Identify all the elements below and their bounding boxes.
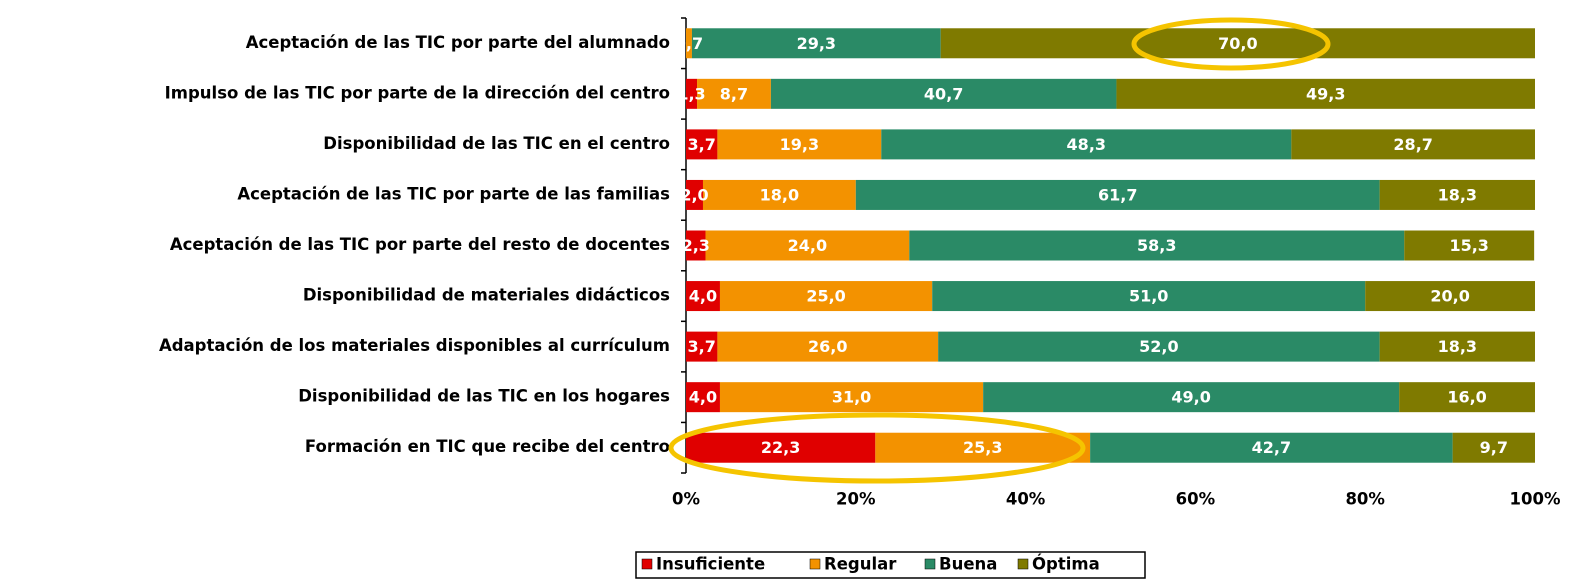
category-label: Impulso de las TIC por parte de la direc… — [165, 83, 670, 102]
value-label: 29,3 — [797, 34, 836, 53]
value-label: 58,3 — [1137, 236, 1176, 255]
plot — [681, 17, 1535, 474]
bar-segment — [855, 179, 1380, 210]
value-label: 9,7 — [1480, 438, 1508, 457]
value-label: 51,0 — [1129, 287, 1168, 306]
bar-segment — [1379, 179, 1535, 210]
bar-segment — [983, 382, 1400, 413]
legend-swatch — [641, 558, 653, 570]
category-label: Aceptación de las TIC por parte de las f… — [237, 184, 670, 203]
value-label: 25,0 — [806, 287, 845, 306]
bar-segment — [932, 281, 1366, 312]
bar-segment — [691, 28, 941, 59]
bar-segment — [686, 129, 718, 160]
value-label: 18,3 — [1438, 185, 1477, 204]
x-tick-label: 0% — [672, 490, 700, 509]
value-label: 26,0 — [808, 337, 847, 356]
category-label: Formación en TIC que recibe del centro — [305, 437, 670, 456]
bar-segment — [686, 432, 876, 463]
value-label: 22,3 — [761, 438, 800, 457]
bar-segment — [717, 331, 939, 362]
bar-segment — [686, 230, 706, 261]
value-label: 15,3 — [1449, 236, 1488, 255]
bar-segment — [717, 129, 882, 160]
x-tick-label: 60% — [1176, 490, 1216, 509]
legend-label: Regular — [824, 555, 897, 574]
bar-segment — [686, 78, 698, 109]
bar-segment — [770, 78, 1117, 109]
highlight-ellipse — [1131, 17, 1331, 71]
bar-segment — [940, 28, 1535, 59]
value-label: 48,3 — [1067, 135, 1106, 154]
annotations — [668, 17, 1331, 484]
category-label: Aceptación de las TIC por parte del rest… — [170, 235, 670, 254]
bar-segment — [1291, 129, 1535, 160]
highlight-ellipse — [668, 412, 1086, 484]
value-label: 0,7 — [675, 34, 703, 53]
value-label: 61,7 — [1098, 185, 1137, 204]
bar-segment — [1404, 230, 1535, 261]
value-label: 3,7 — [688, 337, 716, 356]
value-label: 18,3 — [1438, 337, 1477, 356]
value-label: 4,0 — [689, 388, 717, 407]
value-label: 3,7 — [688, 135, 716, 154]
x-tick-label: 20% — [836, 490, 876, 509]
value-label: 42,7 — [1252, 438, 1291, 457]
value-label: 40,7 — [924, 84, 963, 103]
bar-segment — [686, 331, 718, 362]
value-label: 24,0 — [788, 236, 827, 255]
value-label: 8,7 — [720, 84, 748, 103]
bar-segment — [909, 230, 1405, 261]
value-label: 28,7 — [1393, 135, 1432, 154]
bar-segment — [686, 382, 720, 413]
bar-segment — [881, 129, 1292, 160]
value-label: 70,0 — [1218, 34, 1257, 53]
legend-swatch — [1017, 558, 1029, 570]
value-label: 25,3 — [963, 438, 1002, 457]
value-label: 2,3 — [682, 236, 710, 255]
x-tick-label: 40% — [1006, 490, 1046, 509]
value-label: 49,0 — [1171, 388, 1210, 407]
bar-segment — [1379, 331, 1535, 362]
bar-segment — [719, 382, 984, 413]
legend-label: Insuficiente — [656, 555, 765, 574]
legend-swatch — [924, 558, 936, 570]
bar-segment — [705, 230, 910, 261]
value-label: 49,3 — [1306, 84, 1345, 103]
legend-box — [635, 551, 1146, 579]
bar-segment — [1116, 78, 1535, 109]
bar-segment — [686, 28, 692, 59]
legend-swatch — [809, 558, 821, 570]
value-label: 31,0 — [832, 388, 871, 407]
legend-label: Óptima — [1032, 555, 1100, 574]
bar-segment — [719, 281, 933, 312]
x-tick-label: 100% — [1510, 490, 1561, 509]
value-label: 4,0 — [689, 287, 717, 306]
value-label: 20,0 — [1430, 287, 1469, 306]
bar-segment — [1399, 382, 1535, 413]
category-label: Disponibilidad de las TIC en el centro — [323, 134, 670, 153]
bar-segment — [1090, 432, 1453, 463]
x-tick-label: 80% — [1345, 490, 1385, 509]
value-label: 2,0 — [680, 185, 708, 204]
bar-segment — [1452, 432, 1535, 463]
value-label: 18,0 — [760, 185, 799, 204]
value-label: 1,3 — [677, 84, 705, 103]
value-label: 16,0 — [1447, 388, 1486, 407]
bar-segment — [938, 331, 1380, 362]
bar-segment — [875, 432, 1091, 463]
bar-segment — [697, 78, 771, 109]
bar-segment — [1365, 281, 1535, 312]
legend-label: Buena — [939, 555, 997, 574]
category-label: Disponibilidad de las TIC en los hogares — [298, 387, 670, 406]
category-label: Adaptación de los materiales disponibles… — [159, 336, 670, 355]
bar-segment — [686, 179, 703, 210]
bar-segment — [702, 179, 856, 210]
value-label: 19,3 — [780, 135, 819, 154]
value-label: 52,0 — [1139, 337, 1178, 356]
category-label: Aceptación de las TIC por parte del alum… — [246, 33, 670, 52]
bar-segment — [686, 281, 720, 312]
category-label: Disponibilidad de materiales didácticos — [303, 286, 670, 305]
